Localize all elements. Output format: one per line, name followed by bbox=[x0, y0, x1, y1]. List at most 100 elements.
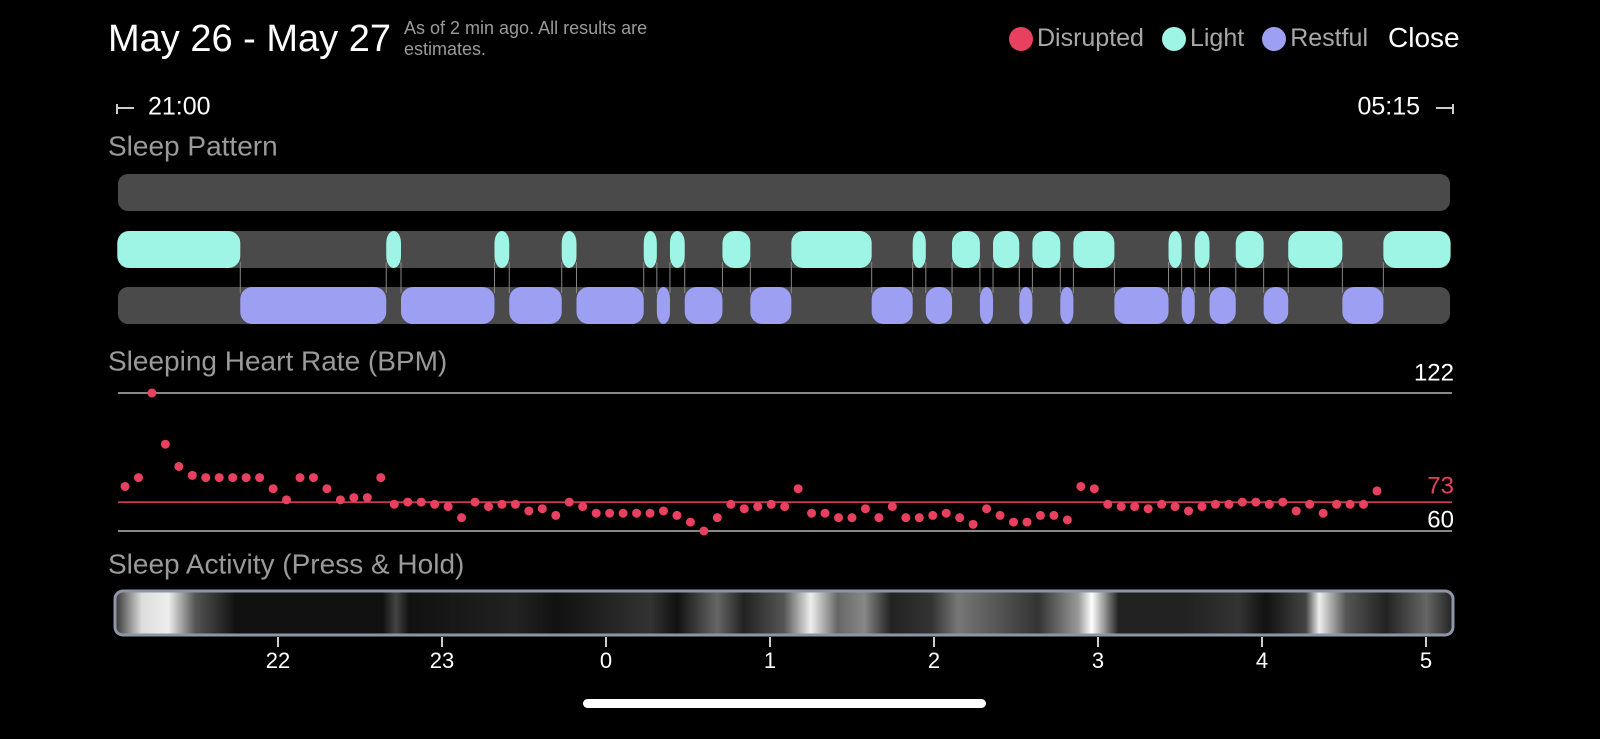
range-end-bracket bbox=[1436, 104, 1454, 114]
heart-rate-dot bbox=[928, 510, 938, 520]
heart-rate-dot bbox=[887, 502, 897, 512]
legend-swatch bbox=[1262, 26, 1287, 51]
light-segment bbox=[1073, 231, 1115, 268]
heart-rate-dot bbox=[995, 510, 1005, 520]
heart-rate-dot bbox=[914, 513, 924, 523]
heart-rate-dot bbox=[685, 517, 695, 527]
restful-segment bbox=[576, 287, 644, 324]
heart-rate-dot bbox=[551, 510, 561, 520]
legend-label: Light bbox=[1189, 24, 1245, 52]
heart-rate-dot bbox=[282, 495, 292, 505]
light-segment bbox=[912, 231, 926, 268]
heart-rate-dot bbox=[510, 499, 520, 509]
heart-rate-dot bbox=[564, 497, 574, 507]
legend-swatch bbox=[1008, 26, 1033, 51]
heart-rate-dot bbox=[160, 439, 170, 449]
legend-label: Restful bbox=[1290, 24, 1368, 52]
heart-rate-dot bbox=[753, 502, 763, 512]
activity-bar[interactable] bbox=[113, 589, 1455, 637]
heart-rate-dot bbox=[403, 497, 413, 507]
heart-rate-dot bbox=[1022, 517, 1032, 527]
light-segment bbox=[1168, 231, 1182, 268]
heart-rate-dot bbox=[1157, 499, 1167, 509]
light-segment bbox=[669, 231, 685, 268]
heart-rate-dot bbox=[443, 502, 453, 512]
heart-rate-dot bbox=[1062, 515, 1072, 525]
x-tick-label: 23 bbox=[430, 648, 454, 673]
heart-rate-dot bbox=[308, 473, 318, 483]
heart-rate-dot bbox=[537, 504, 547, 514]
section-title: Sleep Pattern bbox=[108, 130, 278, 161]
heart-rate-dot bbox=[847, 513, 857, 523]
heart-rate-dot bbox=[1237, 497, 1247, 507]
light-segment bbox=[643, 231, 657, 268]
heart-rate-dot bbox=[430, 499, 440, 509]
range-start-bracket bbox=[116, 104, 134, 114]
light-segment bbox=[386, 231, 401, 268]
heart-rate-dot bbox=[605, 508, 615, 518]
light-track bbox=[118, 231, 1450, 268]
heart-rate-dot bbox=[1170, 502, 1180, 512]
light-segment bbox=[1032, 231, 1061, 268]
heart-rate-dot bbox=[174, 461, 184, 471]
heart-rate-dot bbox=[712, 513, 722, 523]
x-tick-label: 3 bbox=[1092, 648, 1104, 673]
light-segment bbox=[117, 231, 241, 268]
title: May 26 - May 27 bbox=[108, 18, 391, 60]
heart-rate-dot bbox=[228, 473, 238, 483]
heart-rate-dot bbox=[780, 502, 790, 512]
home-indicator[interactable] bbox=[583, 699, 986, 708]
heart-rate-dot bbox=[820, 508, 830, 518]
subtitle: As of 2 min ago. All results are estimat… bbox=[404, 18, 648, 59]
restful-segment bbox=[1181, 287, 1195, 324]
restful-segment bbox=[656, 287, 670, 324]
heart-rate-dot bbox=[1359, 499, 1369, 509]
restful-segment bbox=[1019, 287, 1033, 324]
heart-rate-dot bbox=[1291, 506, 1301, 516]
restful-segment bbox=[1263, 287, 1289, 324]
heart-rate-dot bbox=[591, 508, 601, 518]
heart-rate-dot bbox=[739, 504, 749, 514]
restful-segment bbox=[240, 287, 387, 324]
heart-rate-dot bbox=[201, 473, 211, 483]
heart-rate-dot bbox=[982, 504, 992, 514]
heart-rate-dot bbox=[268, 484, 278, 494]
heart-rate-dot bbox=[1116, 502, 1126, 512]
heart-rate-dot bbox=[457, 513, 467, 523]
restful-segment bbox=[509, 287, 562, 324]
heart-rate-dot bbox=[658, 506, 668, 516]
heart-rate-dot bbox=[793, 484, 803, 494]
heart-rate-dot bbox=[1143, 504, 1153, 514]
average-label: 73 bbox=[1427, 472, 1454, 499]
legend-item: Light bbox=[1161, 24, 1245, 53]
heart-rate-dot bbox=[376, 473, 386, 483]
heart-rate-dot bbox=[645, 508, 655, 518]
heart-rate-dot bbox=[120, 481, 130, 491]
heart-rate-dot bbox=[1224, 499, 1234, 509]
heart-rate-dot bbox=[1345, 499, 1355, 509]
light-segment bbox=[1288, 231, 1343, 268]
heart-rate-dot bbox=[807, 508, 817, 518]
x-tick-label: 2 bbox=[928, 648, 940, 673]
restful-segment bbox=[1209, 287, 1236, 324]
light-segment bbox=[561, 231, 577, 268]
light-segment bbox=[1383, 231, 1451, 268]
x-tick-label: 5 bbox=[1420, 648, 1432, 673]
close-button[interactable]: Close bbox=[1388, 22, 1460, 53]
heart-rate-dot bbox=[133, 473, 143, 483]
heart-rate-dot bbox=[1332, 499, 1342, 509]
heart-rate-dot bbox=[1264, 499, 1274, 509]
legend-swatch bbox=[1161, 26, 1186, 51]
restful-segment bbox=[1114, 287, 1169, 324]
heart-rate-dot bbox=[255, 473, 265, 483]
restful-segment bbox=[750, 287, 792, 324]
heart-rate-dot bbox=[955, 513, 965, 523]
restful-segment bbox=[1342, 287, 1384, 324]
heart-rate-dot bbox=[416, 497, 426, 507]
heart-rate-dot bbox=[241, 473, 251, 483]
heart-rate-dot bbox=[1197, 502, 1207, 512]
heart-rate-dot bbox=[578, 502, 588, 512]
